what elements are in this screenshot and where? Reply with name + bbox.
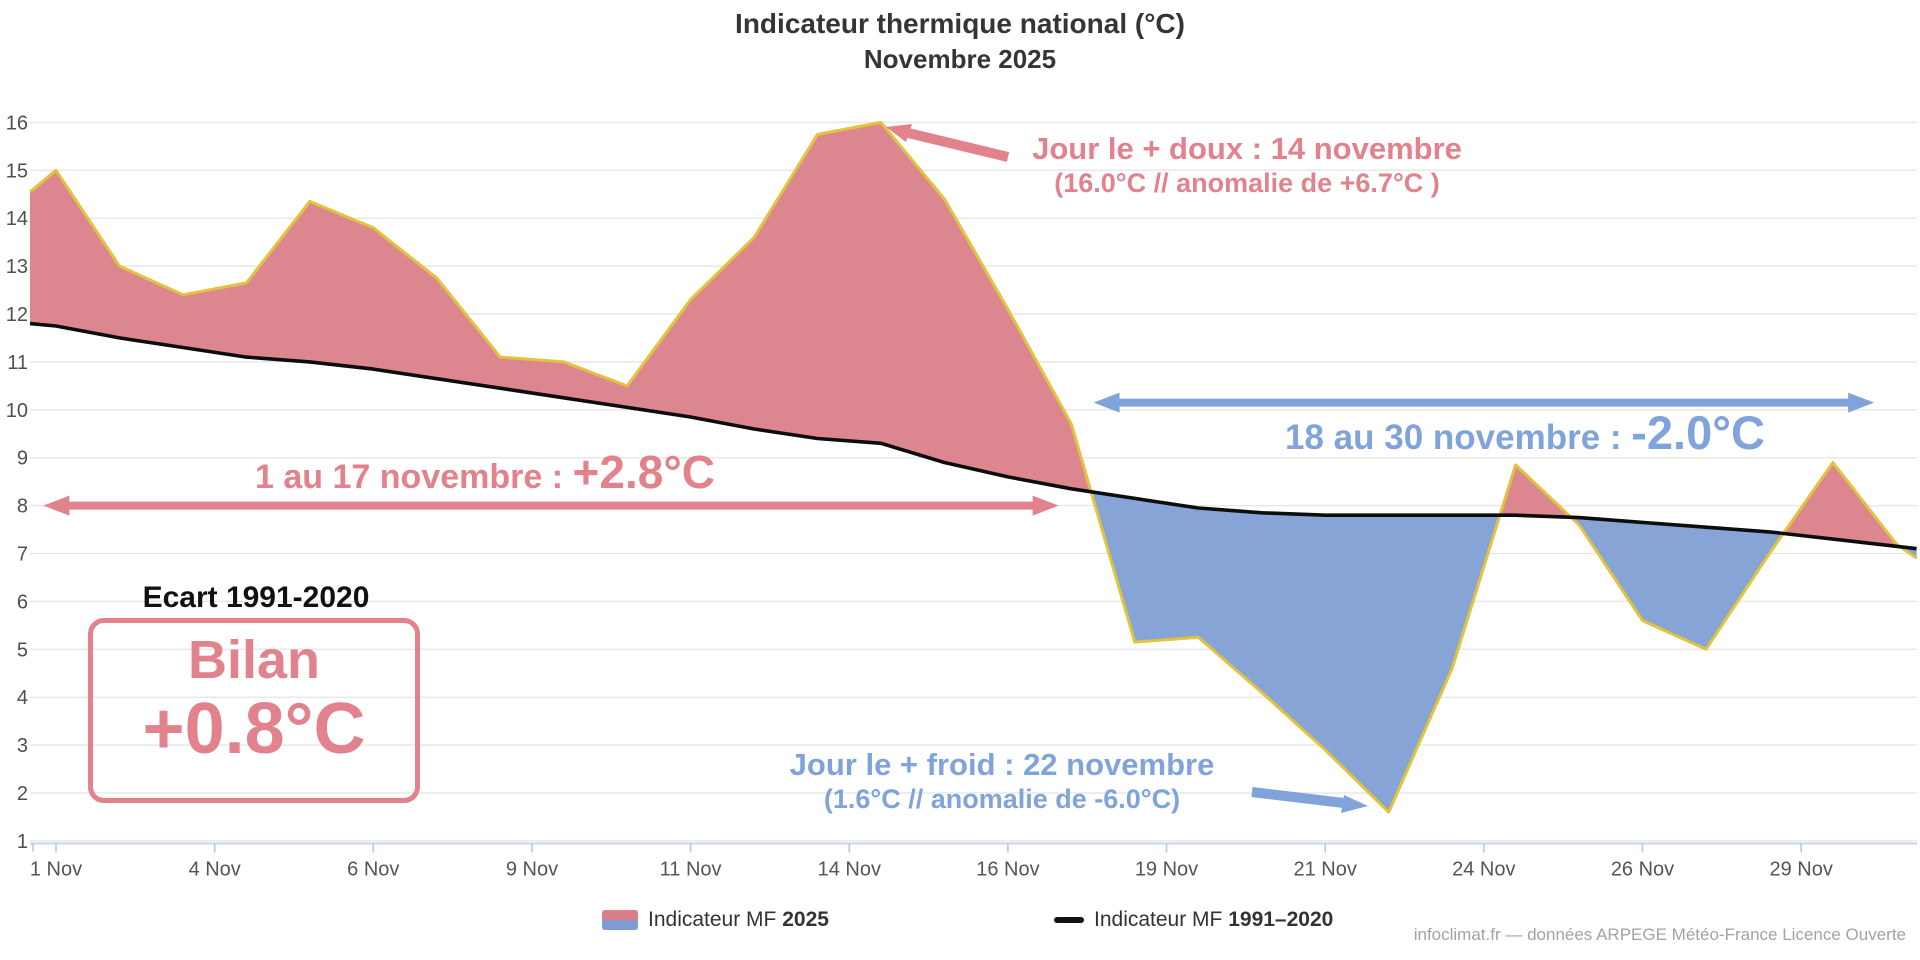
svg-text:16: 16: [6, 112, 28, 134]
svg-text:1 Nov: 1 Nov: [30, 859, 82, 881]
warmest-day-annotation: Jour le + doux : 14 novembre (16.0°C // …: [1014, 131, 1480, 199]
svg-text:26 Nov: 26 Nov: [1611, 859, 1674, 881]
warm-period-label: 1 au 17 novembre : +2.8°C: [180, 445, 790, 499]
chart-subtitle: Novembre 2025: [863, 44, 1057, 74]
cold-period-value: -2.0°C: [1631, 406, 1765, 459]
legend: Indicateur MF 2025 Indicateur MF 1991–20…: [0, 902, 1920, 942]
svg-text:15: 15: [6, 160, 28, 182]
svg-text:13: 13: [6, 256, 28, 278]
legend-item-2025[interactable]: Indicateur MF 2025: [602, 908, 829, 932]
svg-text:11 Nov: 11 Nov: [660, 859, 722, 881]
svg-text:1: 1: [17, 831, 28, 853]
svg-text:19 Nov: 19 Nov: [1135, 859, 1198, 881]
coldest-day-pointer: [1251, 787, 1368, 813]
cold-period-text: 18 au 30 novembre :: [1285, 418, 1632, 457]
bilan-heading: Ecart 1991-2020: [142, 581, 370, 614]
svg-text:11: 11: [7, 352, 28, 374]
warm-period-value: +2.8°C: [572, 446, 715, 498]
coldest-day-annotation: Jour le + froid : 22 novembre (1.6°C // …: [762, 747, 1242, 815]
svg-text:16 Nov: 16 Nov: [976, 859, 1039, 881]
svg-text:9: 9: [17, 448, 28, 470]
bilan-box: Bilan +0.8°C: [88, 618, 420, 803]
bilan-value: +0.8°C: [142, 689, 366, 769]
bilan-label: Bilan: [187, 630, 321, 690]
svg-text:9 Nov: 9 Nov: [506, 859, 558, 881]
svg-text:5: 5: [17, 639, 28, 661]
legend-item-normal[interactable]: Indicateur MF 1991–2020: [1054, 908, 1333, 932]
warmest-day-line2: (16.0°C // anomalie de +6.7°C ): [1054, 167, 1440, 198]
svg-text:21 Nov: 21 Nov: [1294, 859, 1357, 881]
series-2025-outline: [29, 120, 1918, 814]
svg-text:8: 8: [17, 496, 28, 518]
series-normal-line: [29, 321, 1917, 551]
warm-period-text: 1 au 17 novembre :: [255, 458, 573, 496]
svg-text:4 Nov: 4 Nov: [189, 859, 241, 881]
svg-text:3: 3: [17, 735, 28, 757]
chart-title: Indicateur thermique national (°C): [735, 8, 1185, 39]
warmest-day-line1: Jour le + doux : 14 novembre: [1032, 131, 1462, 166]
svg-text:24 Nov: 24 Nov: [1452, 859, 1515, 881]
svg-text:2: 2: [17, 783, 28, 805]
cold-period-arrow: [1093, 392, 1875, 413]
area-red-blue-swatch: [602, 910, 638, 930]
svg-text:4: 4: [17, 687, 28, 709]
svg-text:29 Nov: 29 Nov: [1770, 859, 1833, 881]
warm-period-arrow: [43, 495, 1059, 516]
svg-text:7: 7: [17, 544, 28, 566]
svg-text:14: 14: [6, 208, 28, 230]
x-axis: 1 Nov 4 Nov 6 Nov 9 Nov 11 Nov 14 Nov 16 Nov 19…: [30, 842, 1917, 881]
footer-credit: infoclimat.fr — données ARPEGE Météo-Fra…: [1413, 925, 1906, 944]
series-2025-area-above-normal: [30, 122, 1901, 547]
warmest-day-pointer: [886, 124, 1010, 162]
svg-text:12: 12: [6, 304, 28, 326]
coldest-day-line2: (1.6°C // anomalie de -6.0°C): [823, 783, 1181, 814]
svg-text:6 Nov: 6 Nov: [347, 859, 399, 881]
svg-text:6: 6: [17, 591, 28, 613]
black-line-swatch: [1054, 917, 1084, 923]
legend-label-2025: Indicateur MF 2025: [648, 908, 829, 931]
cold-period-label: 18 au 30 novembre : -2.0°C: [1230, 405, 1820, 460]
svg-text:10: 10: [6, 400, 28, 422]
svg-text:14 Nov: 14 Nov: [818, 859, 881, 881]
coldest-day-line1: Jour le + froid : 22 novembre: [789, 747, 1215, 782]
legend-label-normal: Indicateur MF 1991–2020: [1094, 908, 1334, 931]
